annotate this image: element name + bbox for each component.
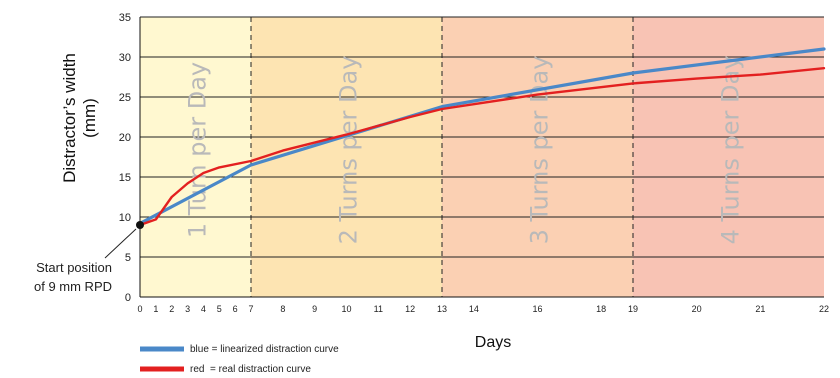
phase-band-3 xyxy=(442,17,633,297)
phase-labels: 1 Turn per Day 2 Turns per Day 3 Turns per… xyxy=(184,56,745,245)
annotation-line-2: of 9 mm RPD xyxy=(34,279,112,294)
x-tick-label-20: 20 xyxy=(692,304,702,314)
legend-label-red: red = real distraction curve xyxy=(190,364,311,375)
x-axis-label: Days xyxy=(475,334,511,351)
x-tick-label-2: 2 xyxy=(169,304,174,314)
y-tick-labels: 0 5 10 15 20 25 30 35 xyxy=(119,12,131,304)
y-tick-label-35: 35 xyxy=(119,12,131,24)
series-line-blue xyxy=(138,47,826,225)
y-tick-label-30: 30 xyxy=(119,52,131,64)
phase-dividers xyxy=(250,17,634,297)
legend: blue = linearized distraction curve red … xyxy=(140,344,339,375)
y-tick-label-10: 10 xyxy=(119,212,131,224)
y-tick-label-5: 5 xyxy=(125,252,131,264)
y-tick-label-0: 0 xyxy=(125,292,131,304)
x-tick-label-9: 9 xyxy=(312,304,317,314)
x-tick-label-3: 3 xyxy=(185,304,190,314)
axes xyxy=(139,17,824,298)
start-position-dot xyxy=(136,221,144,229)
y-tick-label-15: 15 xyxy=(119,172,131,184)
x-tick-label-14: 14 xyxy=(469,304,479,314)
x-tick-label-7: 7 xyxy=(248,304,253,314)
grid-lines xyxy=(140,16,824,258)
x-tick-label-21: 21 xyxy=(755,304,765,314)
x-tick-label-6: 6 xyxy=(233,304,238,314)
x-tick-label-19: 19 xyxy=(628,304,638,314)
phase-label-1: 1 Turn per Day xyxy=(184,62,212,238)
y-axis-label-line-1: Distractor’s width xyxy=(60,53,79,183)
phase-bands xyxy=(140,17,824,297)
legend-label-blue: blue = linearized distraction curve xyxy=(190,344,339,355)
x-tick-label-10: 10 xyxy=(341,304,351,314)
x-tick-label-5: 5 xyxy=(217,304,222,314)
series-lines xyxy=(138,47,826,227)
annotation-leader-line xyxy=(104,228,137,259)
y-tick-label-20: 20 xyxy=(119,132,131,144)
y-tick-label-25: 25 xyxy=(119,92,131,104)
start-annotation: Start position of 9 mm RPD xyxy=(34,221,144,294)
phase-band-1 xyxy=(140,17,251,297)
phase-band-4 xyxy=(633,17,824,297)
series-line-red xyxy=(138,66,826,227)
phase-label-4: 4 Turns per Day xyxy=(717,56,745,245)
x-tick-label-11: 11 xyxy=(374,304,383,314)
x-tick-label-4: 4 xyxy=(201,304,206,314)
x-tick-label-0: 0 xyxy=(137,304,142,314)
x-tick-label-18: 18 xyxy=(596,304,606,314)
x-tick-label-22: 22 xyxy=(819,304,829,314)
phase-band-2 xyxy=(251,17,442,297)
phase-label-2: 2 Turns per Day xyxy=(335,56,363,245)
phase-label-3: 3 Turns per Day xyxy=(526,56,554,245)
y-axis-label-line-2: (mm) xyxy=(80,98,99,138)
x-tick-label-1: 1 xyxy=(153,304,158,314)
annotation-line-1: Start position xyxy=(36,260,112,275)
x-tick-label-16: 16 xyxy=(532,304,542,314)
x-tick-label-8: 8 xyxy=(280,304,285,314)
x-tick-label-12: 12 xyxy=(405,304,415,314)
x-tick-labels: 0 1 2 3 4 5 6 7 8 9 10 11 12 13 14 16 18 19 20 21 22 xyxy=(137,304,829,314)
x-tick-label-13: 13 xyxy=(437,304,447,314)
